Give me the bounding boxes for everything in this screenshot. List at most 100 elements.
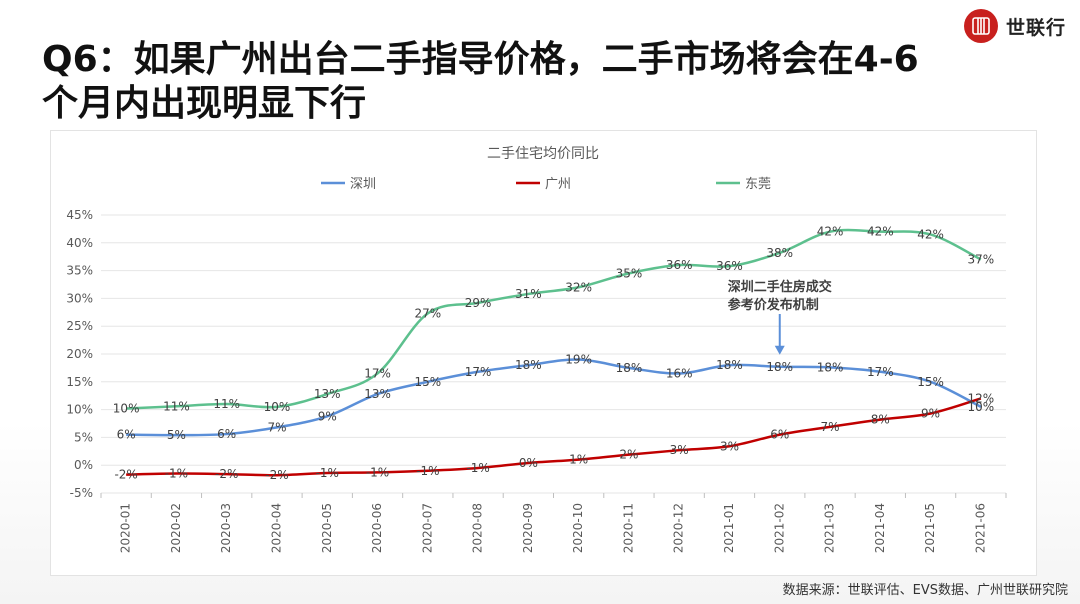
y-tick-label-5: 20%: [66, 347, 93, 361]
y-tick-label-6: 25%: [66, 319, 93, 333]
data-label-1-15: 8%: [871, 413, 890, 427]
data-label-0-10: 18%: [616, 361, 643, 375]
annotation-arrow-head: [774, 345, 785, 355]
data-label-1-14: 7%: [821, 420, 840, 434]
data-label-0-15: 17%: [867, 365, 894, 379]
x-tick-label-16: 2021-05: [923, 503, 937, 553]
y-tick-label-1: 0%: [74, 458, 93, 472]
data-label-1-8: 0%: [519, 456, 538, 470]
y-tick-label-10: 45%: [66, 208, 93, 222]
logo-columns-icon: [972, 17, 990, 35]
data-label-2-6: 27%: [414, 306, 441, 320]
data-label-2-7: 29%: [465, 296, 492, 310]
x-tick-label-12: 2021-01: [722, 503, 736, 553]
data-label-0-4: 9%: [318, 409, 337, 423]
x-tick-label-4: 2020-05: [320, 503, 334, 553]
annotation-line2: 参考价发布机制: [728, 297, 819, 313]
data-label-0-7: 17%: [465, 365, 492, 379]
brand-logo: 世联行: [963, 6, 1066, 46]
data-label-2-15: 42%: [867, 225, 894, 239]
data-label-2-16: 42%: [917, 227, 944, 241]
x-tick-label-14: 2021-03: [823, 503, 837, 553]
data-label-1-7: -1%: [466, 461, 489, 475]
data-label-1-1: -1%: [165, 467, 188, 481]
data-label-0-12: 18%: [716, 358, 743, 372]
x-tick-label-2: 2020-03: [219, 503, 233, 553]
y-tick-label-0: -5%: [70, 486, 93, 500]
data-label-2-5: 17%: [364, 366, 391, 380]
x-tick-label-8: 2020-09: [521, 503, 535, 553]
x-tick-label-5: 2020-06: [370, 503, 384, 553]
x-tick-label-11: 2020-12: [672, 503, 686, 553]
data-label-2-13: 38%: [766, 246, 793, 260]
x-tick-label-17: 2021-06: [973, 503, 987, 553]
x-tick-label-10: 2020-11: [621, 503, 635, 553]
page-title-line2: 个月内出现明显下行: [42, 83, 367, 124]
x-tick-label-13: 2021-02: [772, 503, 786, 553]
data-label-2-8: 31%: [515, 287, 542, 301]
data-label-1-17: 12%: [968, 391, 995, 405]
data-label-0-2: 6%: [217, 427, 236, 441]
data-label-1-6: -1%: [416, 464, 439, 478]
data-label-2-3: 10%: [264, 400, 291, 414]
data-label-2-10: 35%: [616, 266, 643, 280]
chart-title: 二手住宅均价同比: [487, 146, 599, 162]
page-title-line1: Q6：如果广州出台二手指导价格，二手市场将会在4-6: [42, 39, 919, 80]
x-tick-label-0: 2020-01: [119, 503, 133, 553]
x-tick-label-3: 2020-04: [269, 503, 283, 553]
data-label-0-9: 19%: [565, 353, 592, 367]
y-tick-label-4: 15%: [66, 375, 93, 389]
page-title: Q6：如果广州出台二手指导价格，二手市场将会在4-6 个月内出现明显下行: [42, 38, 1042, 126]
series-line-0: [126, 358, 982, 437]
y-tick-label-9: 40%: [66, 236, 93, 250]
legend-label-1: 广州: [545, 177, 571, 192]
series-line-1: [126, 397, 982, 477]
data-label-2-2: 11%: [213, 397, 240, 411]
series-line-2: [126, 228, 982, 410]
data-label-2-9: 32%: [565, 280, 592, 294]
y-tick-label-8: 35%: [66, 264, 93, 278]
y-tick-label-3: 10%: [66, 403, 93, 417]
data-label-0-1: 5%: [167, 428, 186, 442]
data-label-0-17: 10%: [968, 400, 995, 414]
y-tick-label-2: 5%: [74, 430, 93, 444]
data-label-1-12: 3%: [720, 439, 739, 453]
data-label-2-12: 36%: [716, 259, 743, 273]
data-label-0-6: 15%: [414, 375, 441, 389]
data-label-1-13: 6%: [770, 428, 789, 442]
data-label-0-13: 18%: [766, 360, 793, 374]
data-label-2-11: 36%: [666, 258, 693, 272]
x-tick-label-1: 2020-02: [169, 503, 183, 553]
data-label-2-14: 42%: [817, 225, 844, 239]
data-label-0-8: 18%: [515, 358, 542, 372]
data-label-0-16: 15%: [917, 375, 944, 389]
annotation-line1: 深圳二手住房成交: [728, 279, 832, 295]
data-label-1-5: -1%: [366, 465, 389, 479]
data-label-2-17: 37%: [968, 252, 995, 266]
x-tick-label-7: 2020-08: [471, 503, 485, 553]
data-label-1-3: -2%: [265, 468, 288, 482]
data-label-2-4: 13%: [314, 387, 341, 401]
y-tick-label-7: 30%: [66, 291, 93, 305]
data-label-2-0: 10%: [113, 401, 140, 415]
data-label-0-14: 18%: [817, 360, 844, 374]
x-tick-label-9: 2020-10: [571, 503, 585, 553]
data-label-1-2: -2%: [215, 467, 238, 481]
x-tick-label-6: 2020-07: [420, 503, 434, 553]
data-label-1-16: 9%: [921, 406, 940, 420]
chart-card: 二手住宅均价同比 深圳 广州 东莞 -5% 0% 5% 10% 15% 20% 25% 30% 35% 4…: [50, 130, 1037, 576]
data-label-1-10: 2%: [619, 448, 638, 462]
data-label-1-4: -1%: [316, 466, 339, 480]
data-label-0-0: 6%: [117, 428, 136, 442]
legend-label-0: 深圳: [350, 177, 376, 192]
x-tick-label-15: 2021-04: [873, 503, 887, 553]
data-label-1-0: -2%: [114, 468, 137, 482]
data-label-1-11: 3%: [670, 443, 689, 457]
data-label-1-9: 1%: [569, 453, 588, 467]
data-label-0-3: 7%: [267, 420, 286, 434]
data-label-0-5: 13%: [364, 387, 391, 401]
data-label-2-1: 11%: [163, 399, 190, 413]
data-label-0-11: 16%: [666, 366, 693, 380]
brand-name: 世联行: [1005, 16, 1066, 39]
